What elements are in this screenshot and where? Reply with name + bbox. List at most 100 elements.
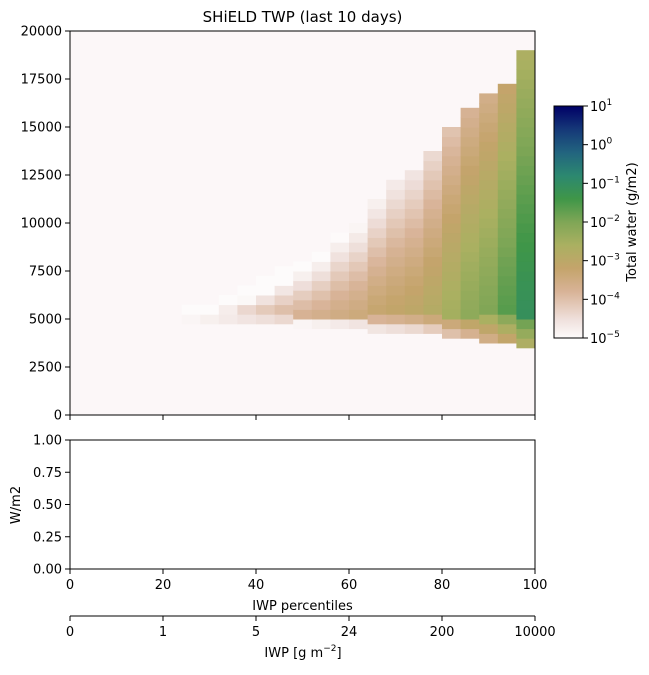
heatmap-cell [386,218,406,229]
heatmap-cell [442,175,462,186]
heatmap-cell [460,328,480,339]
heatmap-cells [181,50,535,349]
heatmap-cell [200,304,220,315]
heatmap-cell [497,208,517,219]
heatmap-cell [404,256,424,267]
heatmap-cell [479,266,499,277]
heatmap-cell [442,309,462,320]
y-tick-label: 1.00 [33,434,62,449]
heatmap-cell [460,309,480,320]
colorbar-label: Total water (g/m2) [625,162,640,282]
heatmap-cell [349,271,369,282]
heatmap-cell [423,314,443,325]
heatmap-cell [423,160,443,171]
heatmap-cell [349,251,369,262]
heatmap-cell [460,107,480,118]
heatmap-cell [423,218,443,229]
heatmap-title: SHiELD TWP (last 10 days) [203,8,403,26]
heatmap-cell [442,194,462,205]
heatmap-cell [367,208,387,219]
heatmap-cell [516,213,535,224]
heatmap-cell [460,242,480,253]
heatmap-cell [423,256,443,267]
heatmap-cell [404,227,424,238]
heatmap-cell [311,309,331,320]
heatmap-cell [516,299,535,310]
heatmap-cell [423,151,443,162]
heatmap-cell [516,328,535,339]
heatmap-cell [330,261,350,272]
heatmap-cell [349,290,369,301]
heatmap-cell [367,285,387,296]
heatmap-cell [497,189,517,200]
heatmap-cell [367,227,387,238]
heatmap-cell [386,247,406,258]
heatmap-cell [497,93,517,104]
heatmap-cell [460,136,480,147]
heatmap-cell [404,170,424,181]
heatmap-cell [460,165,480,176]
heatmap-cell [479,237,499,248]
x-tick-label: 0 [66,578,74,593]
heatmap-cell [516,251,535,262]
heatmap-cell [497,256,517,267]
heatmap-cell [404,199,424,210]
heatmap-cell [442,280,462,291]
y-tick-label: 12500 [21,169,62,184]
y-tick-label: 7500 [29,265,62,280]
heatmap-cell [349,223,369,234]
heatmap-cell [479,333,499,344]
heatmap-cell [349,309,369,320]
heatmap-cell [386,266,406,277]
heatmap-cell [274,295,294,306]
heatmap-cell [460,155,480,166]
heatmap-cell [479,304,499,315]
heatmap-cell [442,165,462,176]
colorbar-tick-label: 10−3 [590,253,620,270]
heatmap-cell [274,304,294,315]
heatmap-cell [386,285,406,296]
heatmap-cell [460,261,480,272]
heatmap-cell [516,271,535,282]
heatmap-cell [497,83,517,94]
iwp-x-ticks: 0 1 5 24 200 10000 [66,616,556,640]
heatmap-cell [237,304,257,315]
heatmap-cell [479,314,499,325]
iwp-tick-label: 5 [252,625,260,640]
colorbar-tick-label: 10−5 [590,330,620,347]
heatmap-cell [386,208,406,219]
heatmap-cell [516,338,535,349]
heatmap-cell [479,275,499,286]
heatmap-cell [237,295,257,306]
heatmap-cell [386,256,406,267]
heatmap-cell [460,251,480,262]
heatmap-cell [442,155,462,166]
heatmap-cell [497,295,517,306]
heatmap-cell [516,88,535,99]
heatmap-cell [386,295,406,306]
heatmap-cell [497,179,517,190]
heatmap-cell [460,271,480,282]
heatmap-cell [442,290,462,301]
heatmap-cell [274,266,294,277]
heatmap-cell [386,199,406,210]
heatmap-cell [497,304,517,315]
heatmap-cell [460,232,480,243]
heatmap-cell [479,141,499,152]
heatmap-cell [311,271,331,282]
heatmap-cell [423,247,443,258]
heatmap-cell [442,251,462,262]
heatmap-cell [386,179,406,190]
y-tick-label: 17500 [21,73,62,88]
heatmap-cell [516,136,535,147]
heatmap-cell [423,237,443,248]
heatmap-cell [497,237,517,248]
y-tick-label: 0 [54,409,62,424]
x-tick-label: 60 [341,578,358,593]
heatmap-cell [330,309,350,320]
heatmap-cell [442,136,462,147]
heatmap-cell [293,319,313,330]
heatmap-cell [386,304,406,315]
heatmap-cell [497,218,517,229]
heatmap-cell [349,232,369,243]
